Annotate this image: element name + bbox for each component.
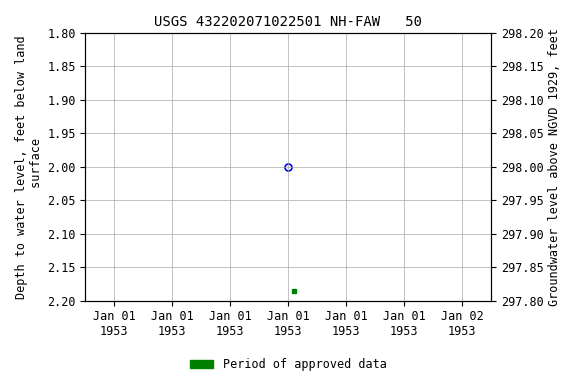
Y-axis label: Depth to water level, feet below land
 surface: Depth to water level, feet below land su… — [15, 35, 43, 299]
Legend: Period of approved data: Period of approved data — [185, 354, 391, 376]
Title: USGS 432202071022501 NH-FAW   50: USGS 432202071022501 NH-FAW 50 — [154, 15, 422, 29]
Y-axis label: Groundwater level above NGVD 1929, feet: Groundwater level above NGVD 1929, feet — [548, 28, 561, 306]
